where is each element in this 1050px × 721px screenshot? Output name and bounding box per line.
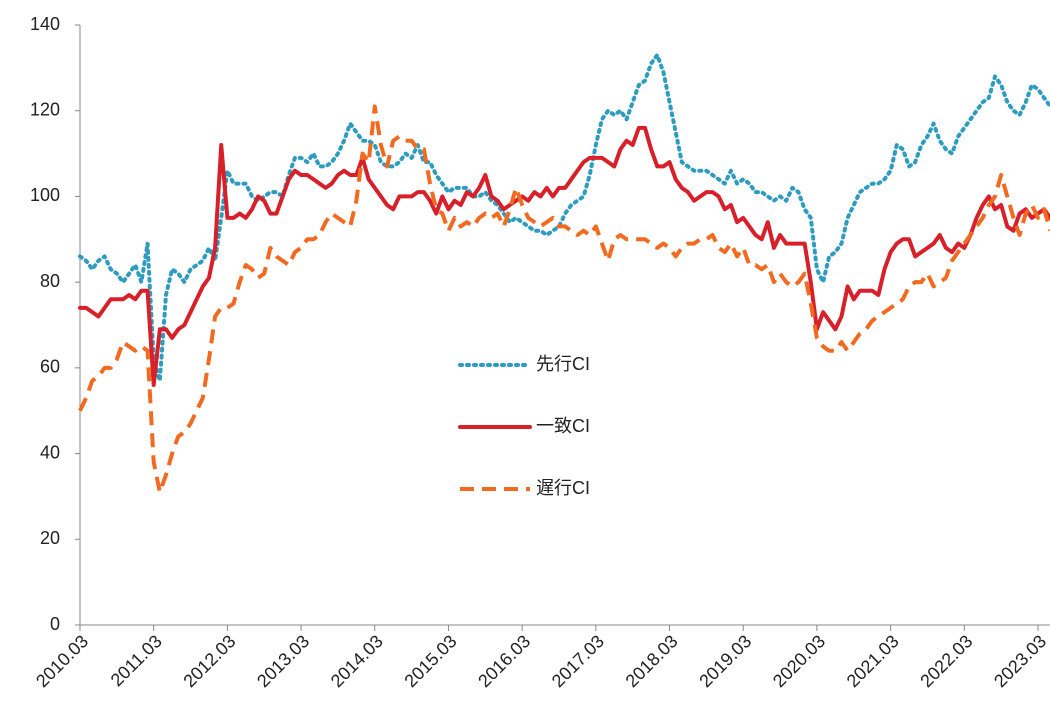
y-tick-label: 0	[50, 614, 60, 634]
legend-label: 先行CI	[536, 354, 590, 374]
y-tick-label: 120	[30, 99, 60, 119]
y-tick-label: 100	[30, 185, 60, 205]
x-tick-label: 2021.03	[843, 631, 903, 691]
y-tick-label: 20	[40, 528, 60, 548]
x-tick-label: 2023.03	[990, 631, 1050, 691]
series-line	[78, 125, 1050, 387]
x-tick-label: 2011.03	[107, 631, 166, 690]
x-tick-label: 2020.03	[769, 631, 829, 691]
x-tick-label: 2022.03	[916, 631, 976, 691]
series-line	[78, 53, 1050, 383]
x-tick-label: 2015.03	[400, 631, 460, 691]
x-tick-label: 2013.03	[253, 631, 313, 691]
x-tick-label: 2010.03	[32, 631, 92, 691]
series-line	[78, 104, 1050, 495]
x-tick-label: 2012.03	[179, 631, 239, 691]
x-tick-label: 2018.03	[622, 631, 682, 691]
y-tick-label: 140	[30, 14, 60, 34]
x-tick-label: 2019.03	[695, 631, 755, 691]
y-tick-label: 60	[40, 357, 60, 377]
legend-label: 一致CI	[536, 416, 590, 436]
x-tick-label: 2014.03	[327, 631, 387, 691]
y-tick-label: 80	[40, 271, 60, 291]
legend-label: 遅行CI	[536, 478, 590, 498]
x-tick-label: 2016.03	[474, 631, 534, 691]
x-tick-label: 2017.03	[548, 631, 608, 691]
y-tick-label: 40	[40, 442, 60, 462]
